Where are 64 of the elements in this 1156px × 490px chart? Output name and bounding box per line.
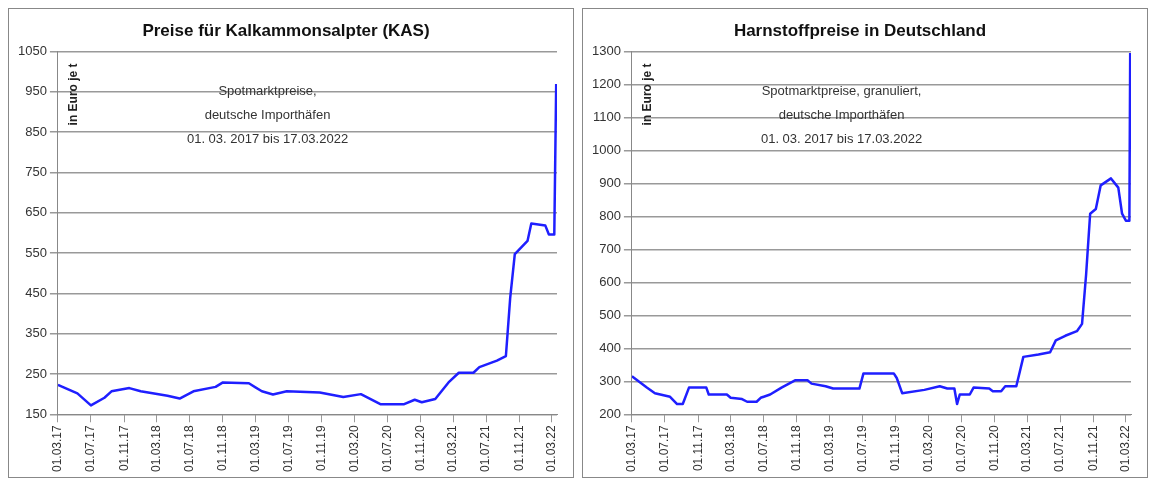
y-tick-label: 850 xyxy=(25,123,47,139)
x-tick-label: 01.11.20 xyxy=(986,424,1001,472)
x-tick-label: 01.11.17 xyxy=(116,424,131,472)
y-tick-label: 1200 xyxy=(592,75,621,91)
y-tick-label: 900 xyxy=(599,174,621,190)
x-tick-label: 01.03.17 xyxy=(624,424,639,473)
x-tick-label: 01.03.20 xyxy=(920,424,935,473)
y-tick-label: 800 xyxy=(599,207,621,223)
x-tick-label: 01.03.19 xyxy=(821,424,836,473)
y-tick-label: 150 xyxy=(25,405,47,421)
x-tick-label: 01.03.18 xyxy=(722,424,737,473)
x-tick-label: 01.07.18 xyxy=(181,424,196,473)
x-tick-label: 01.07.18 xyxy=(755,424,770,473)
x-tick-label: 01.11.21 xyxy=(511,424,526,472)
chart-title: Harnstoffpreise in Deutschland xyxy=(733,20,987,40)
y-tick-label: 250 xyxy=(25,365,47,381)
x-tick-label: 01.07.17 xyxy=(83,424,98,473)
x-tick-label: 01.11.17 xyxy=(690,424,705,472)
x-tick-label: 01.03.22 xyxy=(544,424,559,473)
annotation: deutsche Importhäfen xyxy=(778,106,905,122)
x-tick-label: 01.07.19 xyxy=(854,424,869,473)
y-tick-label: 300 xyxy=(599,372,621,388)
x-tick-label: 01.11.18 xyxy=(789,424,804,472)
x-tick-label: 01.03.20 xyxy=(346,424,361,473)
y-tick-label: 500 xyxy=(599,306,621,322)
x-tick-label: 01.03.17 xyxy=(50,424,65,473)
y-tick-label: 1100 xyxy=(592,108,621,124)
x-tick-label: 01.11.21 xyxy=(1085,424,1100,472)
x-tick-label: 01.07.21 xyxy=(1052,424,1067,473)
x-tick-label: 01.07.20 xyxy=(953,424,968,473)
y-tick-label: 1300 xyxy=(592,42,621,58)
y-tick-label: 400 xyxy=(599,339,621,355)
y-tick-label: 450 xyxy=(25,284,47,300)
y-tick-label: 950 xyxy=(25,83,47,99)
x-tick-label: 01.11.19 xyxy=(313,424,328,472)
x-tick-label: 01.11.19 xyxy=(887,424,902,472)
x-tick-label: 01.07.21 xyxy=(478,424,493,473)
x-tick-label: 01.07.17 xyxy=(657,424,672,473)
annotation: 01. 03. 2017 bis 17.03.2022 xyxy=(760,130,923,146)
annotation: 01. 03. 2017 bis 17.03.2022 xyxy=(186,130,349,146)
y-tick-label: 750 xyxy=(25,163,47,179)
y-tick-label: 650 xyxy=(25,204,47,220)
y-tick-label: 600 xyxy=(599,273,621,289)
y-tick-label: 1050 xyxy=(18,42,47,58)
x-tick-label: 01.11.20 xyxy=(412,424,427,472)
x-tick-label: 01.03.18 xyxy=(148,424,163,473)
x-tick-label: 01.03.21 xyxy=(445,424,460,473)
chart-title: Preise für Kalkammonsalpter (KAS) xyxy=(142,20,430,40)
y-axis-title: in Euro je t xyxy=(66,63,81,126)
y-tick-label: 350 xyxy=(25,325,47,341)
annotation: Spotmarktpreise, xyxy=(218,82,317,98)
x-tick-label: 01.03.22 xyxy=(1118,424,1133,473)
x-tick-label: 01.07.20 xyxy=(379,424,394,473)
y-tick-label: 1000 xyxy=(592,141,621,157)
y-tick-label: 700 xyxy=(599,240,621,256)
annotation: deutsche Importhäfen xyxy=(204,106,331,122)
x-tick-label: 01.07.19 xyxy=(280,424,295,473)
x-tick-label: 01.03.21 xyxy=(1019,424,1034,473)
x-tick-label: 01.03.19 xyxy=(247,424,262,473)
y-tick-label: 200 xyxy=(599,405,621,421)
x-tick-label: 01.11.18 xyxy=(215,424,230,472)
y-tick-label: 550 xyxy=(25,244,47,260)
annotation: Spotmarktpreise, granuliert, xyxy=(761,82,922,98)
y-axis-title: in Euro je t xyxy=(640,63,655,126)
